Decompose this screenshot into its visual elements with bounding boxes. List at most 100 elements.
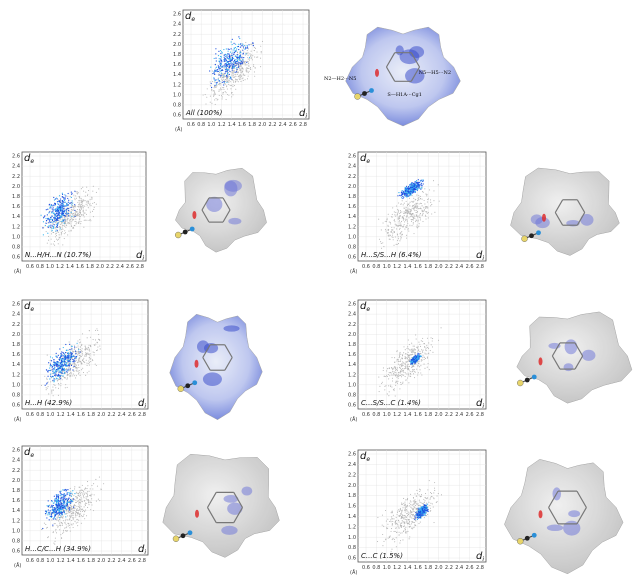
- fingerprint-dot: [430, 337, 432, 339]
- fingerprint-dot: [426, 366, 428, 368]
- fingerprint-dot: [60, 498, 62, 500]
- fingerprint-dot: [77, 340, 79, 342]
- fingerprint-panel: 2.62.42.22.01.81.61.41.21.00.80.60.6 0.8 1…: [12, 445, 280, 569]
- fingerprint-dot: [214, 69, 216, 71]
- surface-patch: [241, 486, 253, 496]
- fingerprint-dot: [240, 43, 242, 45]
- fingerprint-dot: [88, 219, 90, 222]
- atom: [529, 233, 534, 239]
- fingerprint-dot: [63, 222, 65, 224]
- fingerprint-dot: [58, 522, 61, 524]
- fingerprint-dot: [213, 95, 215, 97]
- fingerprint-dot: [229, 55, 231, 58]
- bond: [385, 52, 396, 68]
- fingerprint-dot: [414, 205, 416, 207]
- fingerprint-dot: [61, 360, 63, 363]
- fingerprint-dot: [247, 57, 249, 59]
- fingerprint-dot: [417, 365, 419, 367]
- fingerprint-dot: [56, 198, 58, 200]
- fingerprint-dot: [223, 54, 225, 56]
- fingerprint-dot: [405, 219, 407, 222]
- fingerprint-dot: [74, 221, 76, 223]
- fingerprint-dot: [72, 510, 74, 512]
- surface-patch: [535, 217, 550, 229]
- fingerprint-dot: [44, 215, 46, 217]
- fingerprint-dot: [73, 217, 75, 219]
- fingerprint-dot: [73, 350, 75, 352]
- fingerprint-dot: [90, 211, 92, 213]
- fingerprint-dot: [233, 57, 235, 59]
- y-tick-label: 1.6: [348, 504, 356, 510]
- fingerprint-dot: [62, 362, 64, 364]
- fingerprint-dot: [85, 496, 87, 498]
- fingerprint-dot: [418, 499, 420, 501]
- fingerprint-dot: [217, 80, 219, 83]
- fingerprint-dot: [91, 359, 93, 361]
- fingerprint-dot: [408, 195, 411, 197]
- fingerprint-dot: [91, 504, 93, 506]
- fingerprint-dot: [232, 74, 234, 76]
- fingerprint-dot: [411, 354, 413, 356]
- fingerprint-dot: [429, 497, 431, 499]
- y-tick-label: 1.4: [173, 72, 181, 78]
- fingerprint-dot: [406, 234, 408, 236]
- fingerprint-dot: [426, 206, 428, 208]
- fingerprint-dot: [413, 206, 415, 208]
- fingerprint-dot: [220, 95, 223, 97]
- fingerprint-dot: [250, 50, 252, 52]
- fingerprint-dot: [56, 509, 58, 511]
- x-tick-label: 0.6: [26, 412, 34, 418]
- fingerprint-dot: [77, 494, 79, 496]
- fingerprint-dot: [78, 509, 80, 511]
- fingerprint-dot: [76, 213, 78, 215]
- fingerprint-dot: [422, 349, 424, 351]
- y-tick-label: 0.8: [173, 103, 181, 109]
- fingerprint-dot: [406, 193, 408, 195]
- fingerprint-dot: [56, 499, 58, 501]
- fingerprint-dot: [416, 508, 418, 510]
- fingerprint-dot: [78, 220, 80, 222]
- fingerprint-dot: [82, 205, 84, 207]
- fingerprint-dot: [69, 519, 71, 521]
- fingerprint-dot: [90, 509, 92, 511]
- fingerprint-dot: [50, 243, 52, 245]
- fingerprint-dot: [89, 355, 91, 357]
- fingerprint-dot: [418, 366, 421, 368]
- fingerprint-dot: [95, 343, 97, 345]
- x-tick-label: 1.0: [383, 565, 391, 571]
- fingerprint-dot: [60, 229, 63, 231]
- fingerprint-dot: [73, 370, 75, 372]
- fingerprint-dot: [63, 505, 66, 507]
- fingerprint-dot: [47, 509, 49, 511]
- fingerprint-dot: [76, 222, 78, 224]
- fingerprint-dot: [78, 342, 80, 344]
- fingerprint-dot: [226, 60, 228, 62]
- fingerprint-dot: [76, 367, 78, 370]
- fingerprint-dot: [71, 508, 73, 510]
- fingerprint-dot: [228, 84, 230, 86]
- fingerprint-dot: [393, 518, 395, 520]
- fingerprint-dot: [82, 186, 84, 188]
- fingerprint-dot: [61, 220, 64, 222]
- fingerprint-dot: [224, 71, 227, 73]
- fingerprint-dot: [56, 224, 59, 226]
- fingerprint-dot: [403, 202, 405, 204]
- fingerprint-dot: [52, 225, 55, 228]
- fingerprint-dot: [400, 236, 402, 238]
- fingerprint-dot: [227, 58, 230, 60]
- fingerprint-dot: [393, 530, 395, 532]
- fingerprint-dot: [55, 365, 57, 367]
- fingerprint-dot: [240, 68, 242, 70]
- fingerprint-dot: [216, 69, 218, 71]
- surface-patch: [221, 525, 238, 535]
- fingerprint-dot: [54, 216, 56, 218]
- fingerprint-dot: [405, 218, 407, 220]
- fingerprint-dot: [81, 204, 83, 206]
- fingerprint-dot: [77, 512, 80, 514]
- fingerprint-dot: [54, 498, 56, 500]
- fingerprint-dot: [404, 362, 406, 364]
- fingerprint-dot: [66, 219, 68, 221]
- fingerprint-dot: [388, 229, 390, 231]
- fingerprint-dot: [47, 370, 49, 372]
- fingerprint-dot: [427, 347, 430, 349]
